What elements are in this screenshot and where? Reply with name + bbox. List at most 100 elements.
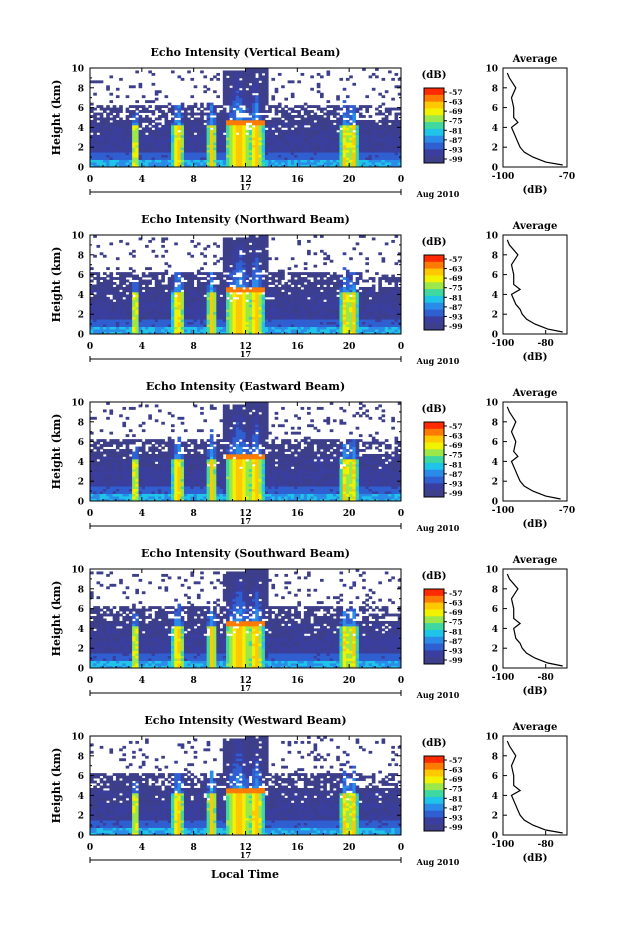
heatmap-cell [196, 137, 201, 141]
heatmap-cell [248, 112, 253, 116]
heatmap-cell [174, 331, 178, 335]
colorbar-tick-label: -63 [449, 98, 463, 107]
heatmap-cell [297, 306, 301, 310]
heatmap-cell [216, 311, 220, 315]
heatmap-cell [326, 299, 331, 303]
heatmap-cell [303, 162, 308, 165]
heatmap-cell [277, 329, 282, 332]
heatmap-cell [209, 139, 214, 143]
heatmap-cell [245, 157, 250, 160]
heatmap-cell [371, 309, 376, 313]
heatmap-cell [128, 311, 133, 315]
heatmap-cell [378, 324, 382, 327]
heatmap-cell [248, 247, 253, 251]
heatmap-cell [222, 301, 227, 305]
heatmap-cell [119, 331, 123, 335]
heatmap-cell [145, 134, 149, 138]
heatmap-cell [371, 326, 376, 330]
heatmap-cell [277, 309, 282, 313]
heatmap-cell [274, 134, 279, 138]
heatmap-cell [277, 331, 282, 335]
heatmap-cell [190, 134, 195, 138]
heatmap-cell [99, 149, 104, 153]
heatmap-cell [209, 124, 214, 128]
heatmap-cell [326, 100, 331, 104]
heatmap-cell [170, 286, 175, 290]
heatmap-cell [332, 306, 337, 310]
heatmap-cell [213, 254, 217, 258]
heatmap-cell [209, 319, 214, 323]
heatmap-cell [336, 107, 340, 111]
heatmap-cell [391, 149, 395, 153]
heatmap-cell [206, 306, 211, 310]
heatmap-cell [332, 282, 337, 285]
heatmap-cell [290, 159, 295, 163]
heatmap-cell [190, 149, 195, 153]
heatmap-cell [251, 304, 256, 308]
heatmap-cell [320, 157, 324, 160]
heatmap-cell [255, 142, 259, 146]
heatmap-cell [264, 291, 269, 295]
heatmap-cell [193, 124, 198, 128]
heatmap-cell [310, 147, 314, 151]
heatmap-cell [193, 304, 198, 308]
heatmap-cell [394, 164, 399, 168]
heatmap-cell [226, 154, 230, 158]
heatmap-cell [320, 309, 324, 313]
heatmap-cell [213, 301, 217, 305]
heatmap-cell [128, 115, 133, 118]
heatmap-cell [174, 329, 178, 332]
heatmap-cell [388, 157, 392, 160]
heatmap-cell [388, 277, 392, 280]
heatmap-cell [232, 112, 237, 116]
heatmap-cell [203, 152, 208, 156]
heatmap-cell [164, 122, 169, 126]
heatmap-cell [96, 152, 101, 156]
heatmap-cell [258, 314, 263, 318]
heatmap-cell [394, 137, 399, 141]
heatmap-cell [326, 152, 331, 156]
heatmap-cell [122, 314, 127, 318]
heatmap-cell [115, 267, 120, 271]
heatmap-cell [271, 139, 276, 143]
heatmap-cell [352, 142, 357, 146]
heatmap-cell [109, 324, 114, 327]
heatmap-cell [145, 321, 149, 325]
heatmap-cell [164, 269, 169, 273]
heatmap-cell [251, 112, 256, 116]
heatmap-cell [119, 132, 123, 136]
heatmap-cell [287, 304, 292, 308]
heatmap-cell [102, 326, 107, 330]
heatmap-cell [303, 110, 308, 113]
heatmap-cell [226, 139, 230, 143]
heatmap-cell [222, 242, 227, 246]
heatmap-cell [391, 279, 395, 283]
heatmap-cell [213, 117, 217, 121]
heatmap-cell [190, 119, 195, 123]
heatmap-cell [161, 115, 165, 118]
heatmap-cell [106, 122, 110, 126]
heatmap-cell [251, 129, 256, 133]
heatmap-cell [313, 282, 318, 285]
heatmap-cell [284, 289, 289, 293]
heatmap-cell [375, 112, 379, 116]
heatmap-cell [290, 110, 295, 113]
heatmap-cell [375, 304, 379, 308]
heatmap-cell [90, 159, 94, 163]
heatmap-cell [109, 304, 114, 308]
heatmap-cell [177, 132, 182, 136]
heatmap-cell [158, 324, 162, 327]
colorbar-swatch [424, 135, 444, 143]
heatmap-cell [148, 159, 152, 163]
heatmap-cell [170, 107, 175, 111]
heatmap-cell [190, 321, 195, 325]
heatmap-cell [232, 119, 237, 123]
heatmap-cell [264, 97, 269, 101]
heatmap-cell [132, 282, 136, 285]
heatmap-cell [394, 154, 399, 158]
heatmap-cell [281, 319, 285, 323]
heatmap-cell [251, 154, 256, 158]
heatmap-cell [102, 124, 107, 128]
heatmap-cell [203, 301, 208, 305]
heatmap-cell [148, 296, 152, 300]
